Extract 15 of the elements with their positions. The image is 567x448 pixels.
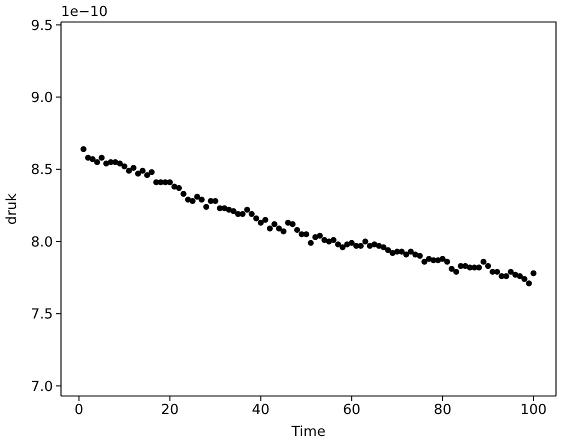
y-tick-label: 8.0 <box>30 234 53 250</box>
y-tick-label: 7.0 <box>30 378 53 395</box>
text: 1e−10 <box>61 4 108 20</box>
x-axis-title: Time <box>290 424 326 440</box>
x-tick-label: 20 <box>161 402 179 418</box>
y-tick-label: 9.5 <box>30 18 53 34</box>
y-tick-label: 7.5 <box>30 306 53 323</box>
y-axis-title: druk <box>4 193 20 225</box>
x-tick-label: 80 <box>434 402 452 418</box>
x-tick-label: 0 <box>74 402 84 418</box>
x-tick-label: 100 <box>520 402 547 418</box>
y-tick-label: 8.5 <box>30 162 53 178</box>
x-tick-label: 60 <box>342 402 361 418</box>
y-tick-label: 9.0 <box>30 90 53 106</box>
x-tick-label: 40 <box>252 402 270 418</box>
